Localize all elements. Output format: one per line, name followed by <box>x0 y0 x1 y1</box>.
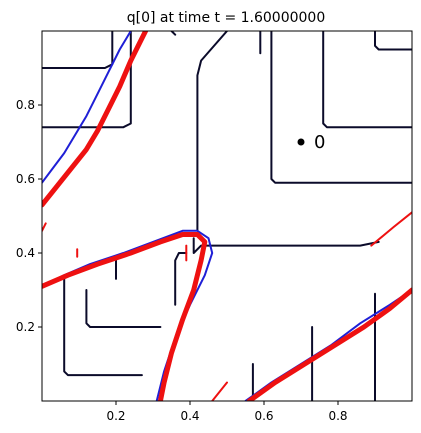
marker-label: 0 <box>314 132 325 153</box>
contour-line-red-19 <box>42 31 149 208</box>
y-tick-label-2: 0.6 <box>16 172 35 186</box>
x-tick-label-2: 0.6 <box>254 409 273 423</box>
y-tick-label-3: 0.8 <box>16 98 35 112</box>
marker-point <box>297 138 305 146</box>
chart-title: q[0] at time t = 1.60000000 <box>127 10 326 26</box>
contour-line-dark-8 <box>192 237 380 254</box>
y-tick-label-0: 0.2 <box>16 320 35 334</box>
contour-lines <box>42 31 412 401</box>
contour-line-dark-6 <box>322 31 412 129</box>
x-tick-label-1: 0.4 <box>180 409 199 423</box>
y-axis-ticks: 0.2 0.4 0.6 0.8 <box>16 98 42 334</box>
contour-line-dark-3 <box>196 31 228 232</box>
x-axis-ticks: 0.2 0.4 0.6 0.8 <box>106 401 348 423</box>
contour-line-blue-16 <box>42 31 132 184</box>
plot-frame <box>41 30 413 402</box>
contour-line-dark-12 <box>174 252 188 306</box>
contour-line-red-23 <box>370 211 412 247</box>
x-tick-label-0: 0.2 <box>106 409 125 423</box>
contour-line-red-24 <box>42 222 47 232</box>
contour-line-dark-2 <box>170 31 177 36</box>
contour-line-dark-7 <box>270 31 412 184</box>
contour-line-dark-10 <box>85 289 162 328</box>
contour-line-red-22 <box>211 381 228 401</box>
contour-line-red-20 <box>42 232 208 401</box>
x-tick-label-3: 0.8 <box>328 409 347 423</box>
contour-line-dark-0 <box>42 31 114 69</box>
contour-line-dark-9 <box>63 274 143 377</box>
contour-line-dark-1 <box>42 31 132 129</box>
contour-line-dark-5 <box>374 31 412 51</box>
contour-line-red-21 <box>246 287 412 401</box>
marker-group: 0 <box>297 132 325 153</box>
y-tick-label-1: 0.4 <box>16 246 35 260</box>
